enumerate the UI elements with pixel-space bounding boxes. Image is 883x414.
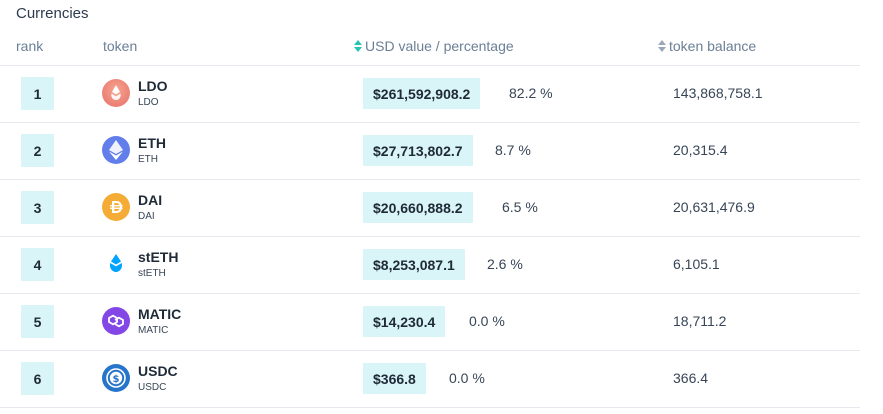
currency-table: 1 LDO LDO $261,592,908.2 82.2 % 143,868,… [0, 66, 860, 408]
token-balance: 366.4 [673, 370, 709, 386]
table-row[interactable]: 3 DAI DAI $20,660,888.2 6.5 % 20,631,476… [0, 180, 860, 237]
rank-badge: 4 [21, 248, 54, 281]
token-symbol: LDO [138, 97, 159, 108]
percentage: 8.7 % [495, 142, 531, 158]
eth-icon [102, 136, 130, 164]
token-symbol: ETH [138, 154, 158, 165]
token-name[interactable]: MATIC [138, 306, 182, 322]
section-title: Currencies [16, 5, 89, 22]
token-symbol: USDC [138, 382, 167, 393]
percentage: 0.0 % [469, 313, 505, 329]
column-header-usd-value[interactable]: USD value / percentage [354, 38, 514, 54]
dai-icon [102, 193, 130, 221]
ldo-icon [102, 79, 130, 107]
usd-value: $366.8 [363, 363, 426, 394]
token-balance: 20,315.4 [673, 142, 728, 158]
svg-text:$: $ [113, 374, 120, 385]
column-header-usd-label: USD value / percentage [365, 38, 514, 54]
rank-badge: 2 [21, 134, 54, 167]
column-header-balance-label: token balance [669, 38, 757, 54]
sort-icon[interactable] [658, 40, 666, 52]
token-name[interactable]: LDO [138, 78, 168, 94]
usd-value: $8,253,087.1 [363, 249, 465, 280]
rank-badge: 3 [21, 191, 54, 224]
token-balance: 18,711.2 [673, 313, 727, 329]
token-name[interactable]: USDC [138, 363, 178, 379]
usd-value: $27,713,802.7 [363, 135, 473, 166]
column-header-balance[interactable]: token balance [658, 38, 756, 54]
usd-value: $261,592,908.2 [363, 78, 481, 109]
token-name[interactable]: DAI [138, 192, 163, 208]
column-header-token: token [103, 38, 138, 54]
usdc-icon: $ [102, 364, 130, 392]
token-symbol: DAI [138, 211, 155, 222]
usd-value: $20,660,888.2 [363, 192, 473, 223]
column-header-rank: rank [16, 38, 44, 54]
usd-value: $14,230.4 [363, 306, 446, 337]
table-row[interactable]: 5 MATIC MATIC $14,230.4 0.0 % 18,711.2 [0, 294, 860, 351]
table-row[interactable]: 1 LDO LDO $261,592,908.2 82.2 % 143,868,… [0, 66, 860, 123]
table-row[interactable]: 6 $ USDC USDC $366.8 0.0 % 366.4 [0, 351, 860, 408]
percentage: 0.0 % [449, 370, 485, 386]
rank-badge: 5 [21, 305, 54, 338]
rank-badge: 6 [21, 362, 54, 395]
percentage: 82.2 % [509, 85, 553, 101]
table-row[interactable]: 4 stETH stETH $8,253,087.1 2.6 % 6,105.1 [0, 237, 860, 294]
token-balance: 20,631,476.9 [673, 199, 755, 215]
rank-badge: 1 [21, 77, 54, 110]
table-header: rank token USD value / percentage token … [0, 37, 860, 66]
token-name[interactable]: stETH [138, 249, 179, 265]
token-balance: 143,868,758.1 [673, 85, 763, 101]
token-symbol: MATIC [138, 325, 169, 336]
token-name[interactable]: ETH [138, 135, 166, 151]
token-balance: 6,105.1 [673, 256, 720, 272]
percentage: 6.5 % [502, 199, 538, 215]
matic-icon [102, 307, 130, 335]
sort-icon[interactable] [354, 40, 362, 52]
percentage: 2.6 % [487, 256, 523, 272]
table-row[interactable]: 2 ETH ETH $27,713,802.7 8.7 % 20,315.4 [0, 123, 860, 180]
token-symbol: stETH [138, 268, 166, 279]
steth-icon [102, 250, 130, 278]
